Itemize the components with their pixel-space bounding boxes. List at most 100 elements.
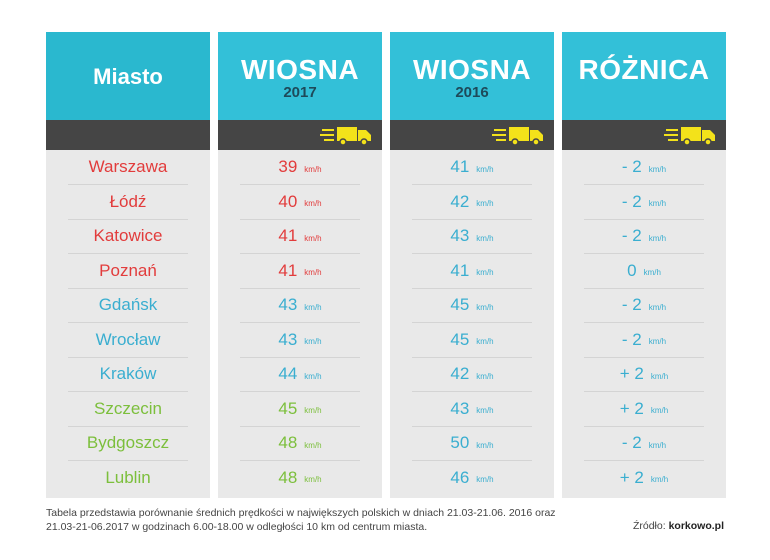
city-header-bar <box>46 120 210 150</box>
table-cell-city: Lublin <box>68 461 188 495</box>
table-cell-v2017: 48 km/h <box>240 426 360 461</box>
table-cell-diff: - 2 km/h <box>584 150 704 185</box>
spring2016-year: 2016 <box>455 84 489 101</box>
speed-value: 43 <box>450 226 470 245</box>
speed-value: - 2 <box>621 295 642 314</box>
speed-value: 43 <box>450 398 470 418</box>
unit-label: km/h <box>476 268 494 277</box>
speed-value: 41 <box>278 260 298 280</box>
table-cell-city: Warszawa <box>68 150 188 185</box>
table-cell-v2016: 42 km/h <box>412 185 532 220</box>
spring2017-header: WIOSNA 2017 <box>218 32 382 120</box>
speed-value: 43 <box>278 295 298 314</box>
spring2017-column: WIOSNA 2017 39 km/h 40 km/h 41 km/h 41 km/h 43 km… <box>218 32 382 498</box>
table-cell-diff: - 2 km/h <box>584 185 704 220</box>
table-cell-city: Łódź <box>68 185 188 220</box>
speed-value: 44 <box>278 364 298 383</box>
city-name: Gdańsk <box>98 295 158 314</box>
source: Źródło: korkowo.pl <box>633 520 724 532</box>
unit-label: km/h <box>304 371 322 381</box>
speed-value: - 2 <box>621 191 642 211</box>
table-cell-v2016: 50 km/h <box>412 426 532 461</box>
diff-title: RÓŻNICA <box>578 54 710 85</box>
speed-value: 46 <box>450 467 470 487</box>
speed-value: 45 <box>450 329 470 349</box>
table-cell-v2017: 41 km/h <box>240 254 360 289</box>
table-cell-diff: - 2 km/h <box>584 288 704 323</box>
table-cell-v2017: 44 km/h <box>240 357 360 392</box>
table-cell-v2016: 41 km/h <box>412 150 532 185</box>
unit-label: km/h <box>304 440 322 450</box>
table-cell-v2016: 45 km/h <box>412 288 532 323</box>
unit-label: km/h <box>304 337 322 346</box>
speed-value: 42 <box>450 191 470 211</box>
table-cell-v2017: 41 km/h <box>240 219 360 254</box>
diff-header-bar <box>562 120 726 150</box>
speed-value: 50 <box>450 433 470 452</box>
speed-value: 42 <box>450 364 470 383</box>
speed-value: - 2 <box>621 157 642 176</box>
unit-label: km/h <box>650 406 669 415</box>
spring2017-title: WIOSNA <box>240 54 360 85</box>
table-cell-city: Gdańsk <box>68 288 188 323</box>
truck-icon <box>664 127 715 146</box>
unit-label: km/h <box>476 475 494 484</box>
speed-value: 45 <box>278 398 298 418</box>
unit-label: km/h <box>648 164 667 174</box>
unit-label: km/h <box>476 199 494 208</box>
table-cell-diff: - 2 km/h <box>584 323 704 358</box>
table-cell-v2016: 43 km/h <box>412 392 532 427</box>
table-cell-city: Wrocław <box>68 323 188 358</box>
unit-label: km/h <box>476 233 494 243</box>
city-name: Katowice <box>93 226 163 245</box>
unit-label: km/h <box>476 302 494 312</box>
speed-value: + 2 <box>619 364 644 383</box>
unit-label: km/h <box>650 475 669 484</box>
unit-label: km/h <box>476 440 494 450</box>
truck-icon <box>320 127 371 146</box>
unit-label: km/h <box>648 302 667 312</box>
city-name: Warszawa <box>88 157 168 176</box>
table-cell-v2016: 42 km/h <box>412 357 532 392</box>
city-name: Szczecin <box>93 398 163 418</box>
speed-value: + 2 <box>619 398 644 418</box>
speed-value: 48 <box>278 433 298 452</box>
unit-label: km/h <box>304 233 322 243</box>
table-cell-v2017: 43 km/h <box>240 288 360 323</box>
unit-label: km/h <box>476 337 494 346</box>
speed-value: 43 <box>278 329 298 349</box>
unit-label: km/h <box>643 268 661 277</box>
city-name: Wrocław <box>95 329 161 349</box>
unit-label: km/h <box>648 199 667 208</box>
speed-value: 41 <box>450 260 470 280</box>
unit-label: km/h <box>648 440 667 450</box>
unit-label: km/h <box>304 475 322 484</box>
table-cell-v2017: 45 km/h <box>240 392 360 427</box>
table-cell-v2016: 43 km/h <box>412 219 532 254</box>
speed-value: 40 <box>278 191 298 211</box>
table-cell-diff: - 2 km/h <box>584 426 704 461</box>
unit-label: km/h <box>648 233 667 243</box>
unit-label: km/h <box>304 199 322 208</box>
diff-column: RÓŻNICA - 2 km/h - 2 km/h - 2 km/h 0 km/h - 2 km/… <box>562 32 726 498</box>
diff-header: RÓŻNICA <box>562 32 726 120</box>
city-name: Lublin <box>105 467 151 487</box>
speed-value: - 2 <box>621 433 642 452</box>
unit-label: km/h <box>304 406 322 415</box>
speed-value: 45 <box>450 295 470 314</box>
table-cell-diff: + 2 km/h <box>584 357 704 392</box>
unit-label: km/h <box>476 164 494 174</box>
table-cell-v2017: 43 km/h <box>240 323 360 358</box>
table-cell-v2016: 46 km/h <box>412 461 532 495</box>
table-cell-v2017: 39 km/h <box>240 150 360 185</box>
unit-label: km/h <box>304 268 322 277</box>
spring2016-column: WIOSNA 2016 41 km/h 42 km/h 43 km/h 41 km/h 45 km… <box>390 32 554 498</box>
city-column: Miasto Warszawa Łódź Katowice Poznań Gdańsk W… <box>46 32 210 498</box>
speed-value: - 2 <box>621 329 642 349</box>
table-cell-diff: - 2 km/h <box>584 219 704 254</box>
table-cell-diff: + 2 km/h <box>584 392 704 427</box>
source-link[interactable]: korkowo.pl <box>668 520 724 532</box>
truck-icon <box>492 127 543 146</box>
spring2017-header-bar <box>218 120 382 150</box>
unit-label: km/h <box>304 302 322 312</box>
